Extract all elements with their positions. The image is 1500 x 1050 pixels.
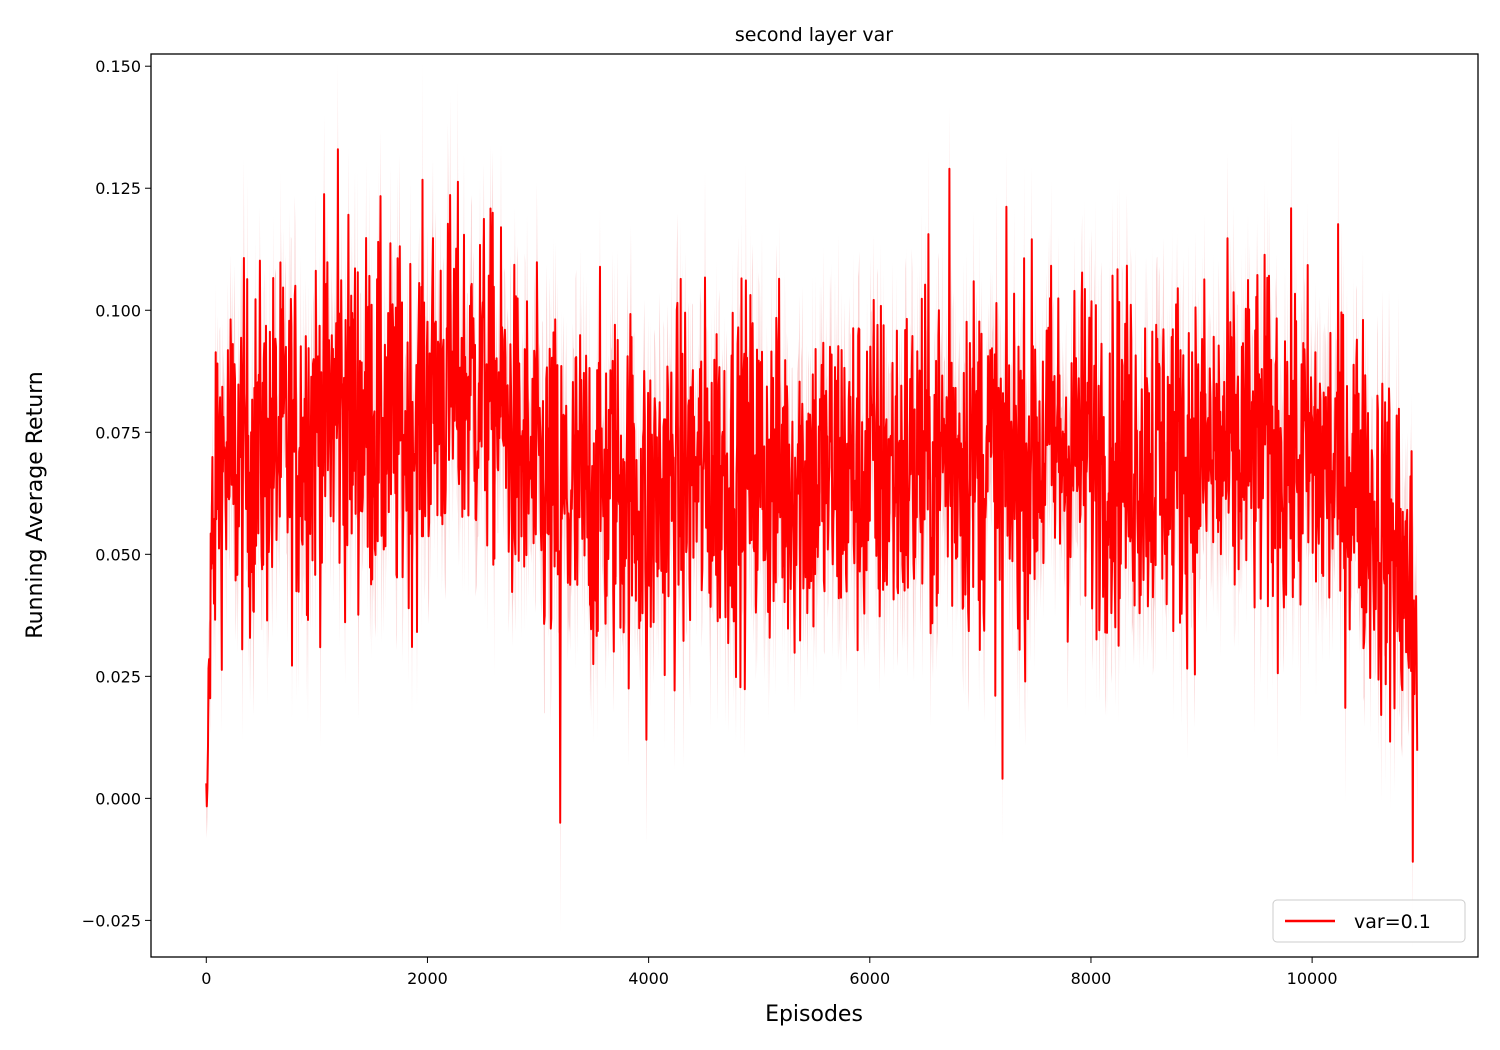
x-tick-label: 8000 bbox=[1071, 969, 1112, 988]
x-axis-ticks: 0 2000 4000 6000 8000 10000 bbox=[201, 957, 1338, 988]
y-tick-label: 0.150 bbox=[95, 57, 141, 76]
series-line bbox=[205, 148, 1419, 863]
x-tick-label: 4000 bbox=[628, 969, 669, 988]
y-tick-label: 0.100 bbox=[95, 301, 141, 320]
x-tick-label: 10000 bbox=[1287, 969, 1338, 988]
plot-area-frame bbox=[150, 53, 1479, 958]
chart-title: second layer var bbox=[735, 24, 893, 46]
y-tick-label: 0.025 bbox=[95, 667, 141, 686]
legend-box bbox=[1272, 899, 1466, 943]
y-axis-title: Running Average Return bbox=[23, 371, 48, 638]
y-tick-label: −0.025 bbox=[82, 911, 141, 930]
y-axis-ticks: −0.025 0.000 0.025 0.050 0.075 0.100 0.125 0.15… bbox=[82, 57, 151, 930]
legend-entry-label: var=0.1 bbox=[1354, 911, 1431, 933]
legend: var=0.1 bbox=[1272, 899, 1466, 943]
x-tick-label: 6000 bbox=[849, 969, 890, 988]
y-tick-label: 0.075 bbox=[95, 423, 141, 442]
y-tick-label: 0.000 bbox=[95, 789, 141, 808]
y-tick-label: 0.125 bbox=[95, 179, 141, 198]
x-tick-label: 2000 bbox=[407, 969, 448, 988]
x-tick-label: 0 bbox=[201, 969, 211, 988]
x-axis-title: Episodes bbox=[765, 1002, 863, 1027]
y-tick-label: 0.050 bbox=[95, 545, 141, 564]
series-line-layer bbox=[205, 148, 1419, 863]
